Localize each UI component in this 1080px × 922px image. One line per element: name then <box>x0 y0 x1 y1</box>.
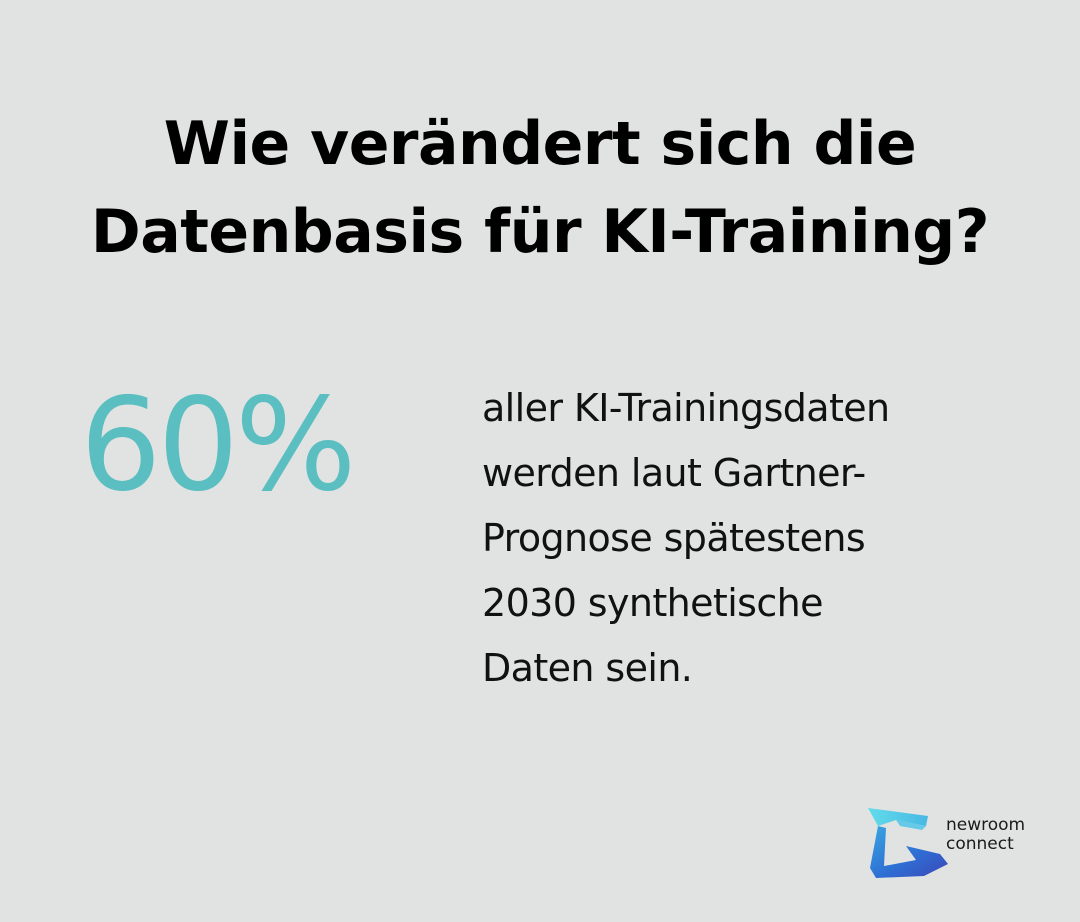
brand-line-2: connect <box>946 834 1014 854</box>
brand-logo: newroom connect <box>866 806 1056 880</box>
description-line-4: 2030 synthetische <box>482 581 824 625</box>
brand-line-1: newroom <box>946 815 1026 835</box>
description-line-2: werden laut Gartner- <box>482 451 866 495</box>
page-title: Wie verändert sich die Datenbasis für KI… <box>0 100 1080 276</box>
newroom-connect-logo-icon <box>868 808 948 878</box>
title-line-2: Datenbasis für KI-Training? <box>90 197 990 267</box>
stat-description: aller KI-Trainingsdaten werden laut Gart… <box>482 376 1052 701</box>
title-line-1: Wie verändert sich die <box>163 109 917 179</box>
description-line-1: aller KI-Trainingsdaten <box>482 386 890 430</box>
description-line-3: Prognose spätestens <box>482 516 866 560</box>
brand-wordmark: newroom connect <box>946 816 1025 854</box>
stat-percentage: 60% <box>80 371 357 520</box>
description-line-5: Daten sein. <box>482 646 693 690</box>
